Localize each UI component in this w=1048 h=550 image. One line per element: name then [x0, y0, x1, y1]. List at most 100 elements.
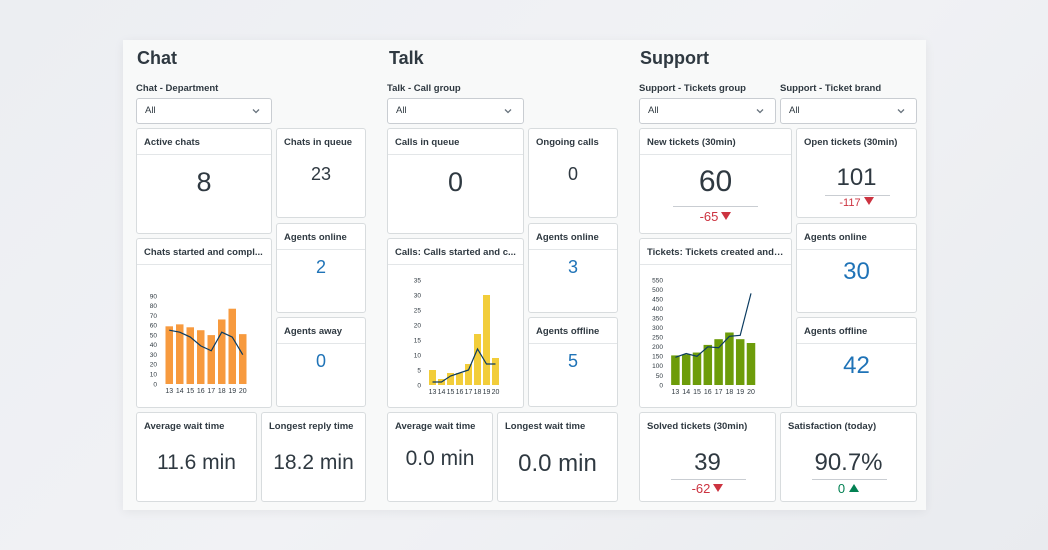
talk-section-title: Talk — [389, 48, 424, 68]
chat-department-select[interactable]: All — [136, 98, 272, 124]
new-tickets-delta: -65 — [640, 209, 791, 224]
chat-agents-online-card[interactable]: Agents online 2 — [276, 223, 366, 313]
solved-tickets-divider — [671, 479, 746, 480]
chat-x-tick-label: 20 — [239, 388, 247, 395]
support-tickets-group-select-value: All — [648, 105, 659, 116]
support-ticket-brand-select[interactable]: All — [780, 98, 917, 124]
triangle-down-icon — [713, 484, 724, 492]
chat-agents-online-label: Agents online — [277, 224, 365, 250]
support-y-tick-label: 150 — [652, 354, 663, 361]
satisfaction-delta-value: 0 — [837, 481, 846, 496]
talk-bar — [447, 373, 454, 385]
support-ticket-brand-select-value: All — [789, 105, 800, 116]
chat-bar — [165, 326, 173, 384]
ongoing-calls-card[interactable]: Ongoing calls 0 — [528, 128, 618, 218]
support-x-tick-label: 17 — [715, 389, 723, 396]
longest-reply-label: Longest reply time — [269, 421, 354, 432]
talk-y-tick-label: 30 — [414, 292, 422, 299]
support-x-tick-label: 15 — [693, 389, 701, 396]
active-chats-card[interactable]: Active chats 8 — [136, 128, 272, 234]
support-tickets-group-select[interactable]: All — [639, 98, 776, 124]
talk-y-tick-label: 0 — [417, 382, 421, 389]
chat-bar — [239, 334, 247, 384]
calls-in-queue-label: Calls in queue — [388, 129, 523, 155]
calls-in-queue-value: 0 — [447, 167, 464, 197]
support-x-tick-label: 14 — [682, 389, 690, 396]
talk-bar — [492, 358, 499, 385]
open-tickets-card[interactable]: Open tickets (30min) 101 -117 — [796, 128, 917, 218]
talk-y-tick-label: 10 — [414, 352, 422, 359]
chevron-down-icon — [756, 109, 764, 114]
calls-in-queue-card[interactable]: Calls in queue 0 — [387, 128, 524, 234]
chat-bar — [176, 324, 184, 384]
support-bar — [681, 354, 691, 385]
support-bar — [735, 339, 745, 385]
solved-tickets-card[interactable]: Solved tickets (30min) 39 -62 — [639, 412, 776, 502]
support-bar — [725, 332, 734, 385]
chat-y-tick-label: 60 — [150, 323, 158, 330]
solved-tickets-value: 39 — [694, 449, 721, 476]
new-tickets-divider — [673, 206, 758, 207]
chat-agents-online-value: 2 — [315, 257, 326, 277]
talk-call-group-select[interactable]: All — [387, 98, 524, 124]
chat-y-tick-label: 90 — [150, 293, 158, 300]
talk-call-group-select-value: All — [396, 105, 407, 116]
talk-longest-wait-label: Longest wait time — [505, 421, 586, 432]
new-tickets-card[interactable]: New tickets (30min) 60 -65 — [639, 128, 792, 234]
chat-bar — [207, 335, 215, 384]
ongoing-calls-label: Ongoing calls — [536, 137, 599, 148]
support-bar — [714, 339, 723, 385]
support-agents-offline-value: 42 — [843, 352, 870, 379]
support-y-tick-label: 0 — [659, 382, 663, 389]
support-y-tick-label: 250 — [652, 335, 663, 342]
support-x-tick-label: 13 — [672, 389, 680, 396]
talk-avg-wait-label: Average wait time — [395, 421, 476, 432]
talk-longest-wait-card[interactable]: Longest wait time 0.0 min — [497, 412, 618, 502]
support-y-tick-label: 100 — [652, 363, 663, 370]
chats-in-queue-label: Chats in queue — [284, 137, 353, 148]
chat-department-select-value: All — [145, 105, 156, 116]
chat-bar — [218, 319, 226, 384]
chat-x-tick-label: 15 — [186, 388, 194, 395]
support-bar — [746, 343, 756, 385]
solved-tickets-label: Solved tickets (30min) — [647, 421, 748, 432]
chat-trend-line — [169, 329, 244, 355]
talk-y-tick-label: 25 — [414, 307, 422, 314]
support-bar — [671, 355, 680, 385]
support-x-tick-label: 19 — [736, 389, 744, 396]
open-tickets-delta: -117 — [797, 197, 916, 209]
talk-y-tick-label: 20 — [414, 322, 422, 329]
chat-y-tick-label: 80 — [150, 303, 158, 310]
open-tickets-value: 101 — [836, 164, 877, 191]
talk-agents-offline-card[interactable]: Agents offline 5 — [528, 317, 618, 407]
support-agents-online-card[interactable]: Agents online 30 — [796, 223, 917, 313]
triangle-up-icon — [849, 484, 860, 492]
chevron-down-icon — [252, 109, 260, 114]
talk-x-tick-label: 14 — [438, 389, 446, 396]
open-tickets-delta-value: -117 — [839, 197, 861, 209]
support-y-tick-label: 350 — [652, 315, 663, 322]
support-agents-online-value: 30 — [843, 258, 870, 285]
talk-agents-online-card[interactable]: Agents online 3 — [528, 223, 618, 313]
satisfaction-card[interactable]: Satisfaction (today) 90.7% 0 — [780, 412, 917, 502]
chat-agents-away-card[interactable]: Agents away 0 — [276, 317, 366, 407]
chat-y-tick-label: 10 — [150, 372, 158, 379]
support-section-title: Support — [640, 48, 709, 68]
chat-x-tick-label: 13 — [165, 388, 173, 395]
support-chart-card[interactable]: Tickets: Tickets created and ... 0 50 100 1… — [639, 238, 792, 408]
support-agents-offline-card[interactable]: Agents offline 42 — [796, 317, 917, 407]
support-y-tick-label: 450 — [652, 296, 663, 303]
talk-x-tick-label: 19 — [483, 389, 491, 396]
chat-avg-wait-card[interactable]: Average wait time 11.6 min — [136, 412, 257, 502]
active-chats-label: Active chats — [137, 129, 271, 155]
chat-bar — [186, 327, 194, 384]
chats-in-queue-card[interactable]: Chats in queue 23 — [276, 128, 366, 218]
satisfaction-value: 90.7% — [814, 449, 883, 476]
talk-avg-wait-card[interactable]: Average wait time 0.0 min — [387, 412, 493, 502]
chat-chart-card[interactable]: Chats started and compl... 0 10 20 30 40 50 60… — [136, 238, 272, 408]
longest-reply-card[interactable]: Longest reply time 18.2 min — [261, 412, 366, 502]
talk-chart-card[interactable]: Calls: Calls started and c... 0 5 10 15 20 25… — [387, 238, 524, 408]
